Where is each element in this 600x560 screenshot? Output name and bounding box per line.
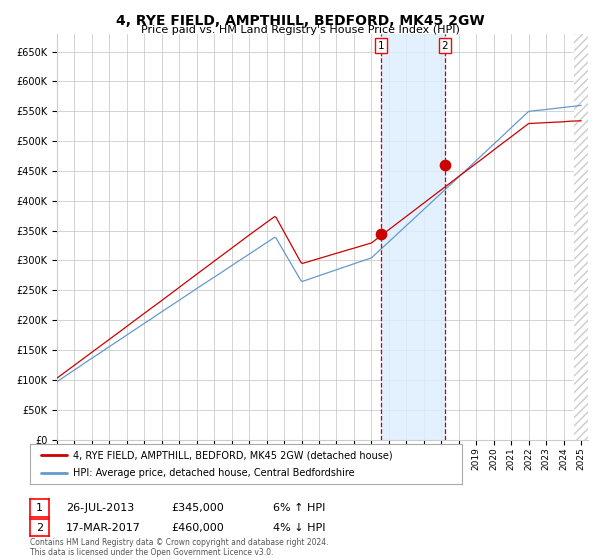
- Text: £345,000: £345,000: [171, 503, 224, 513]
- Text: HPI: Average price, detached house, Central Bedfordshire: HPI: Average price, detached house, Cent…: [73, 468, 355, 478]
- Text: Price paid vs. HM Land Registry's House Price Index (HPI): Price paid vs. HM Land Registry's House …: [140, 25, 460, 35]
- Text: 4% ↓ HPI: 4% ↓ HPI: [273, 522, 325, 533]
- Bar: [574, 34, 588, 440]
- Bar: [574, 34, 588, 440]
- Text: 17-MAR-2017: 17-MAR-2017: [66, 522, 141, 533]
- Text: 1: 1: [36, 503, 43, 513]
- Text: £460,000: £460,000: [171, 522, 224, 533]
- Text: 26-JUL-2013: 26-JUL-2013: [66, 503, 134, 513]
- Text: 1: 1: [378, 40, 385, 50]
- Text: 2: 2: [442, 40, 448, 50]
- Text: 6% ↑ HPI: 6% ↑ HPI: [273, 503, 325, 513]
- Point: [377, 229, 386, 238]
- Bar: [382, 34, 445, 440]
- Point: [440, 161, 450, 170]
- Text: 2: 2: [36, 522, 43, 533]
- Text: Contains HM Land Registry data © Crown copyright and database right 2024.
This d: Contains HM Land Registry data © Crown c…: [30, 538, 329, 557]
- Text: 4, RYE FIELD, AMPTHILL, BEDFORD, MK45 2GW: 4, RYE FIELD, AMPTHILL, BEDFORD, MK45 2G…: [116, 14, 484, 28]
- Text: 4, RYE FIELD, AMPTHILL, BEDFORD, MK45 2GW (detached house): 4, RYE FIELD, AMPTHILL, BEDFORD, MK45 2G…: [73, 450, 393, 460]
